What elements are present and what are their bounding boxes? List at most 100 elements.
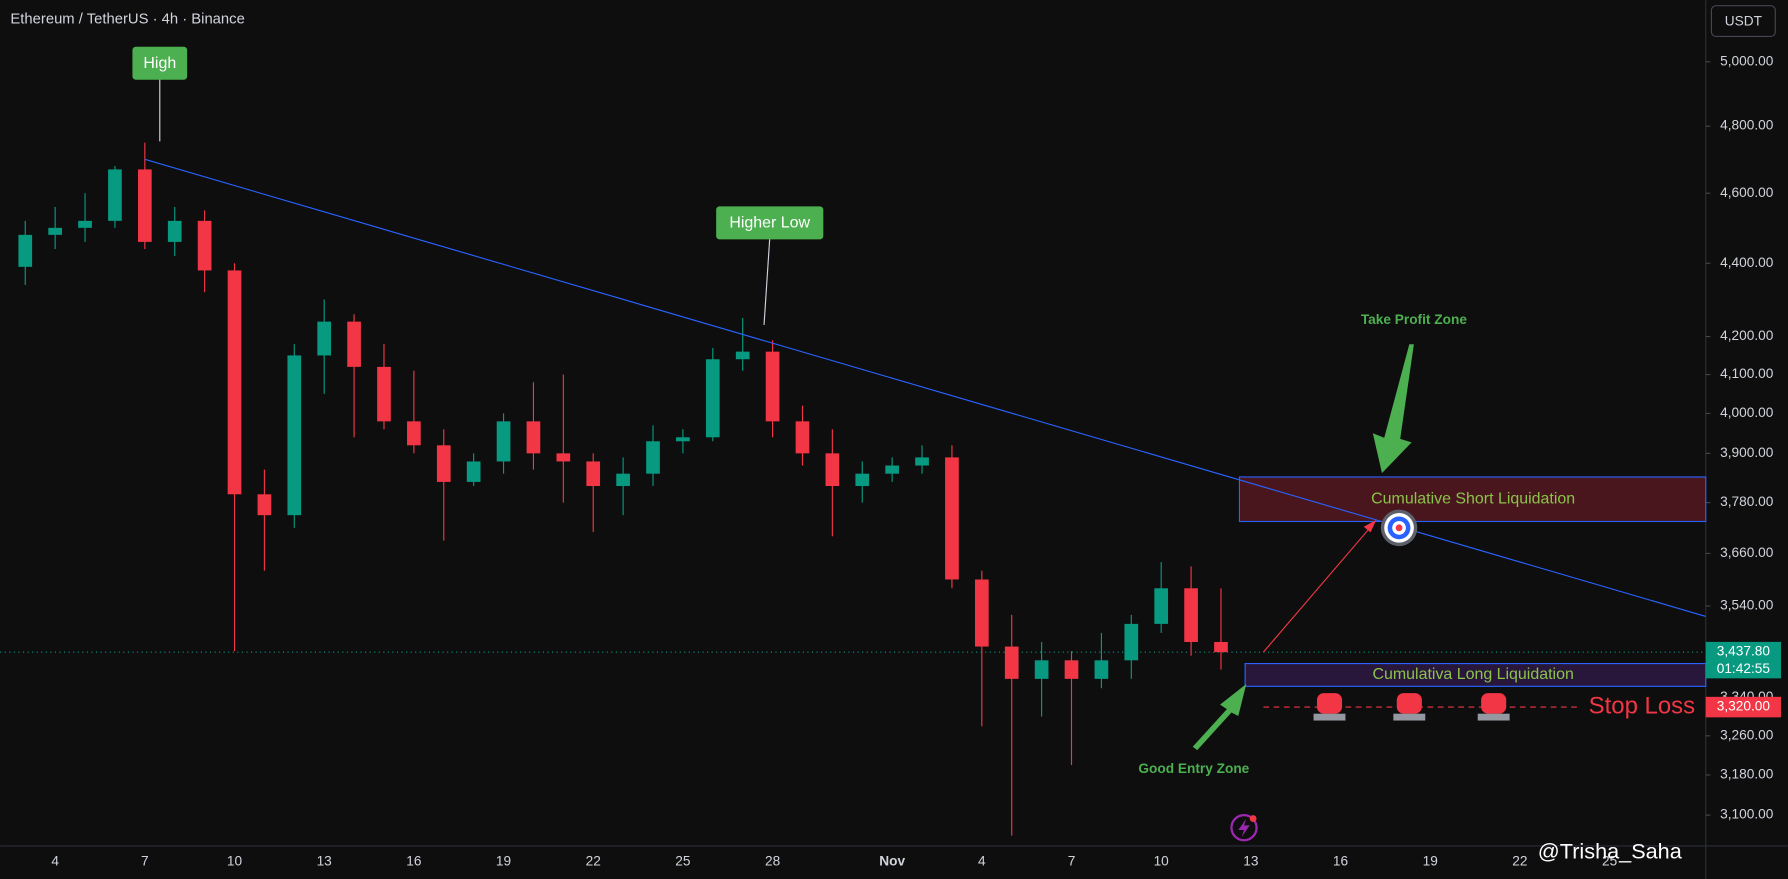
higher-low-label-box xyxy=(716,206,824,240)
x-tick-label: 19 xyxy=(496,854,511,869)
candle-body xyxy=(795,421,810,454)
candle-body xyxy=(526,421,541,454)
candle-body xyxy=(347,321,361,367)
high-label-box xyxy=(132,46,188,80)
watermark: @Trisha_Saha xyxy=(1538,838,1683,863)
y-tick-label: 4,800.00 xyxy=(1720,118,1774,133)
candle-body xyxy=(197,220,212,271)
candle-body xyxy=(78,220,92,228)
x-tick-label: 4 xyxy=(51,854,59,869)
x-tick-label: 16 xyxy=(1333,854,1348,869)
zone-label: Cumulativa Long Liquidation xyxy=(1372,666,1573,683)
candle-body xyxy=(1154,588,1169,624)
x-tick-label: 25 xyxy=(675,854,691,869)
x-tick-label: 16 xyxy=(406,854,421,869)
high-label: High xyxy=(143,55,176,72)
candle-body xyxy=(765,351,780,422)
y-tick-label: 4,000.00 xyxy=(1720,405,1774,420)
siren-icons xyxy=(1313,693,1510,721)
label-pointer xyxy=(763,238,771,325)
candle-body xyxy=(974,579,989,647)
candle-body xyxy=(1214,642,1228,653)
candle-body xyxy=(586,461,601,487)
entry-label: Good Entry Zone xyxy=(1138,761,1249,776)
x-tick-label: 10 xyxy=(227,854,243,869)
candle-body xyxy=(48,227,62,235)
candle-body xyxy=(1034,660,1049,679)
candle-body xyxy=(646,441,660,474)
candle-body xyxy=(108,169,122,221)
trendline xyxy=(144,158,1706,617)
candle-body xyxy=(317,321,332,356)
x-tick-label: Nov xyxy=(879,854,905,869)
x-tick-label: 22 xyxy=(586,854,601,869)
candle-body xyxy=(496,421,511,462)
candle-body xyxy=(705,359,720,438)
x-tick-label: 10 xyxy=(1154,854,1170,869)
y-tick-label: 3,180.00 xyxy=(1720,767,1774,782)
candle-body xyxy=(825,453,840,487)
x-tick-label: 22 xyxy=(1512,854,1527,869)
candle-body xyxy=(167,220,182,242)
y-tick-label: 4,600.00 xyxy=(1720,185,1774,200)
target-icon xyxy=(1380,509,1418,547)
liquidation-zone xyxy=(1238,476,1707,523)
zone-label: Cumulative Short Liquidation xyxy=(1371,490,1575,507)
countdown-label: 01:42:55 xyxy=(1717,661,1771,676)
higher-low-label: Higher Low xyxy=(729,215,810,232)
x-tick-label: 13 xyxy=(1243,854,1258,869)
y-tick-label: 3,660.00 xyxy=(1720,545,1774,560)
currency-button[interactable] xyxy=(1710,5,1776,38)
x-tick-label: 28 xyxy=(765,854,781,869)
candle-body xyxy=(18,234,33,267)
x-tick-label: 13 xyxy=(317,854,332,869)
y-tick-label: 3,900.00 xyxy=(1720,445,1774,460)
candle-body xyxy=(945,457,959,580)
currency-label[interactable]: USDT xyxy=(1725,13,1763,28)
x-tick-label: 25 xyxy=(1602,854,1618,869)
chart-title: Ethereum / TetherUS · 4h · Binance xyxy=(10,11,244,27)
stop-loss-label: Stop Loss xyxy=(1589,692,1695,719)
candle-body xyxy=(676,437,690,442)
candle-body xyxy=(466,461,481,482)
x-tick-label: 19 xyxy=(1423,854,1438,869)
y-tick-label: 3,260.00 xyxy=(1720,727,1774,742)
y-tick-label: 5,000.00 xyxy=(1720,53,1774,68)
lightning-icon xyxy=(1230,814,1258,842)
candle-body xyxy=(556,453,571,462)
candle-body xyxy=(735,351,750,360)
candle-body xyxy=(1184,588,1198,643)
candle-body xyxy=(915,457,929,466)
entry-arrow xyxy=(1192,684,1247,751)
y-tick-label: 3,780.00 xyxy=(1720,494,1774,509)
stop-loss-tag xyxy=(1705,696,1781,718)
x-tick-label: 7 xyxy=(1068,854,1076,869)
candle-body xyxy=(407,421,421,446)
take-profit-label: Take Profit Zone xyxy=(1361,312,1467,327)
candle-body xyxy=(885,465,899,474)
candle-body xyxy=(1064,660,1079,679)
y-tick-label: 3,100.00 xyxy=(1720,807,1774,822)
x-tick-label: 4 xyxy=(978,854,986,869)
candle-body xyxy=(855,473,870,487)
y-tick-label: 4,400.00 xyxy=(1720,255,1774,270)
take-profit-arrow xyxy=(1372,344,1414,474)
candle-body xyxy=(377,366,391,422)
y-tick-label: 3,540.00 xyxy=(1720,598,1774,613)
candle-body xyxy=(227,270,242,495)
stop-loss-price-label: 3,320.00 xyxy=(1717,699,1771,714)
x-tick-label: 7 xyxy=(141,854,149,869)
y-tick-label: 4,100.00 xyxy=(1720,366,1774,381)
candle-body xyxy=(257,494,272,516)
candle-body xyxy=(1124,623,1139,661)
last-price-label: 3,437.80 xyxy=(1717,644,1771,659)
projection-arrow xyxy=(1262,524,1374,653)
candle-body xyxy=(137,169,152,242)
y-tick-label: 4,200.00 xyxy=(1720,328,1774,343)
candle-body xyxy=(616,473,630,487)
candle-body xyxy=(1004,646,1019,679)
candle-body xyxy=(1094,660,1109,679)
